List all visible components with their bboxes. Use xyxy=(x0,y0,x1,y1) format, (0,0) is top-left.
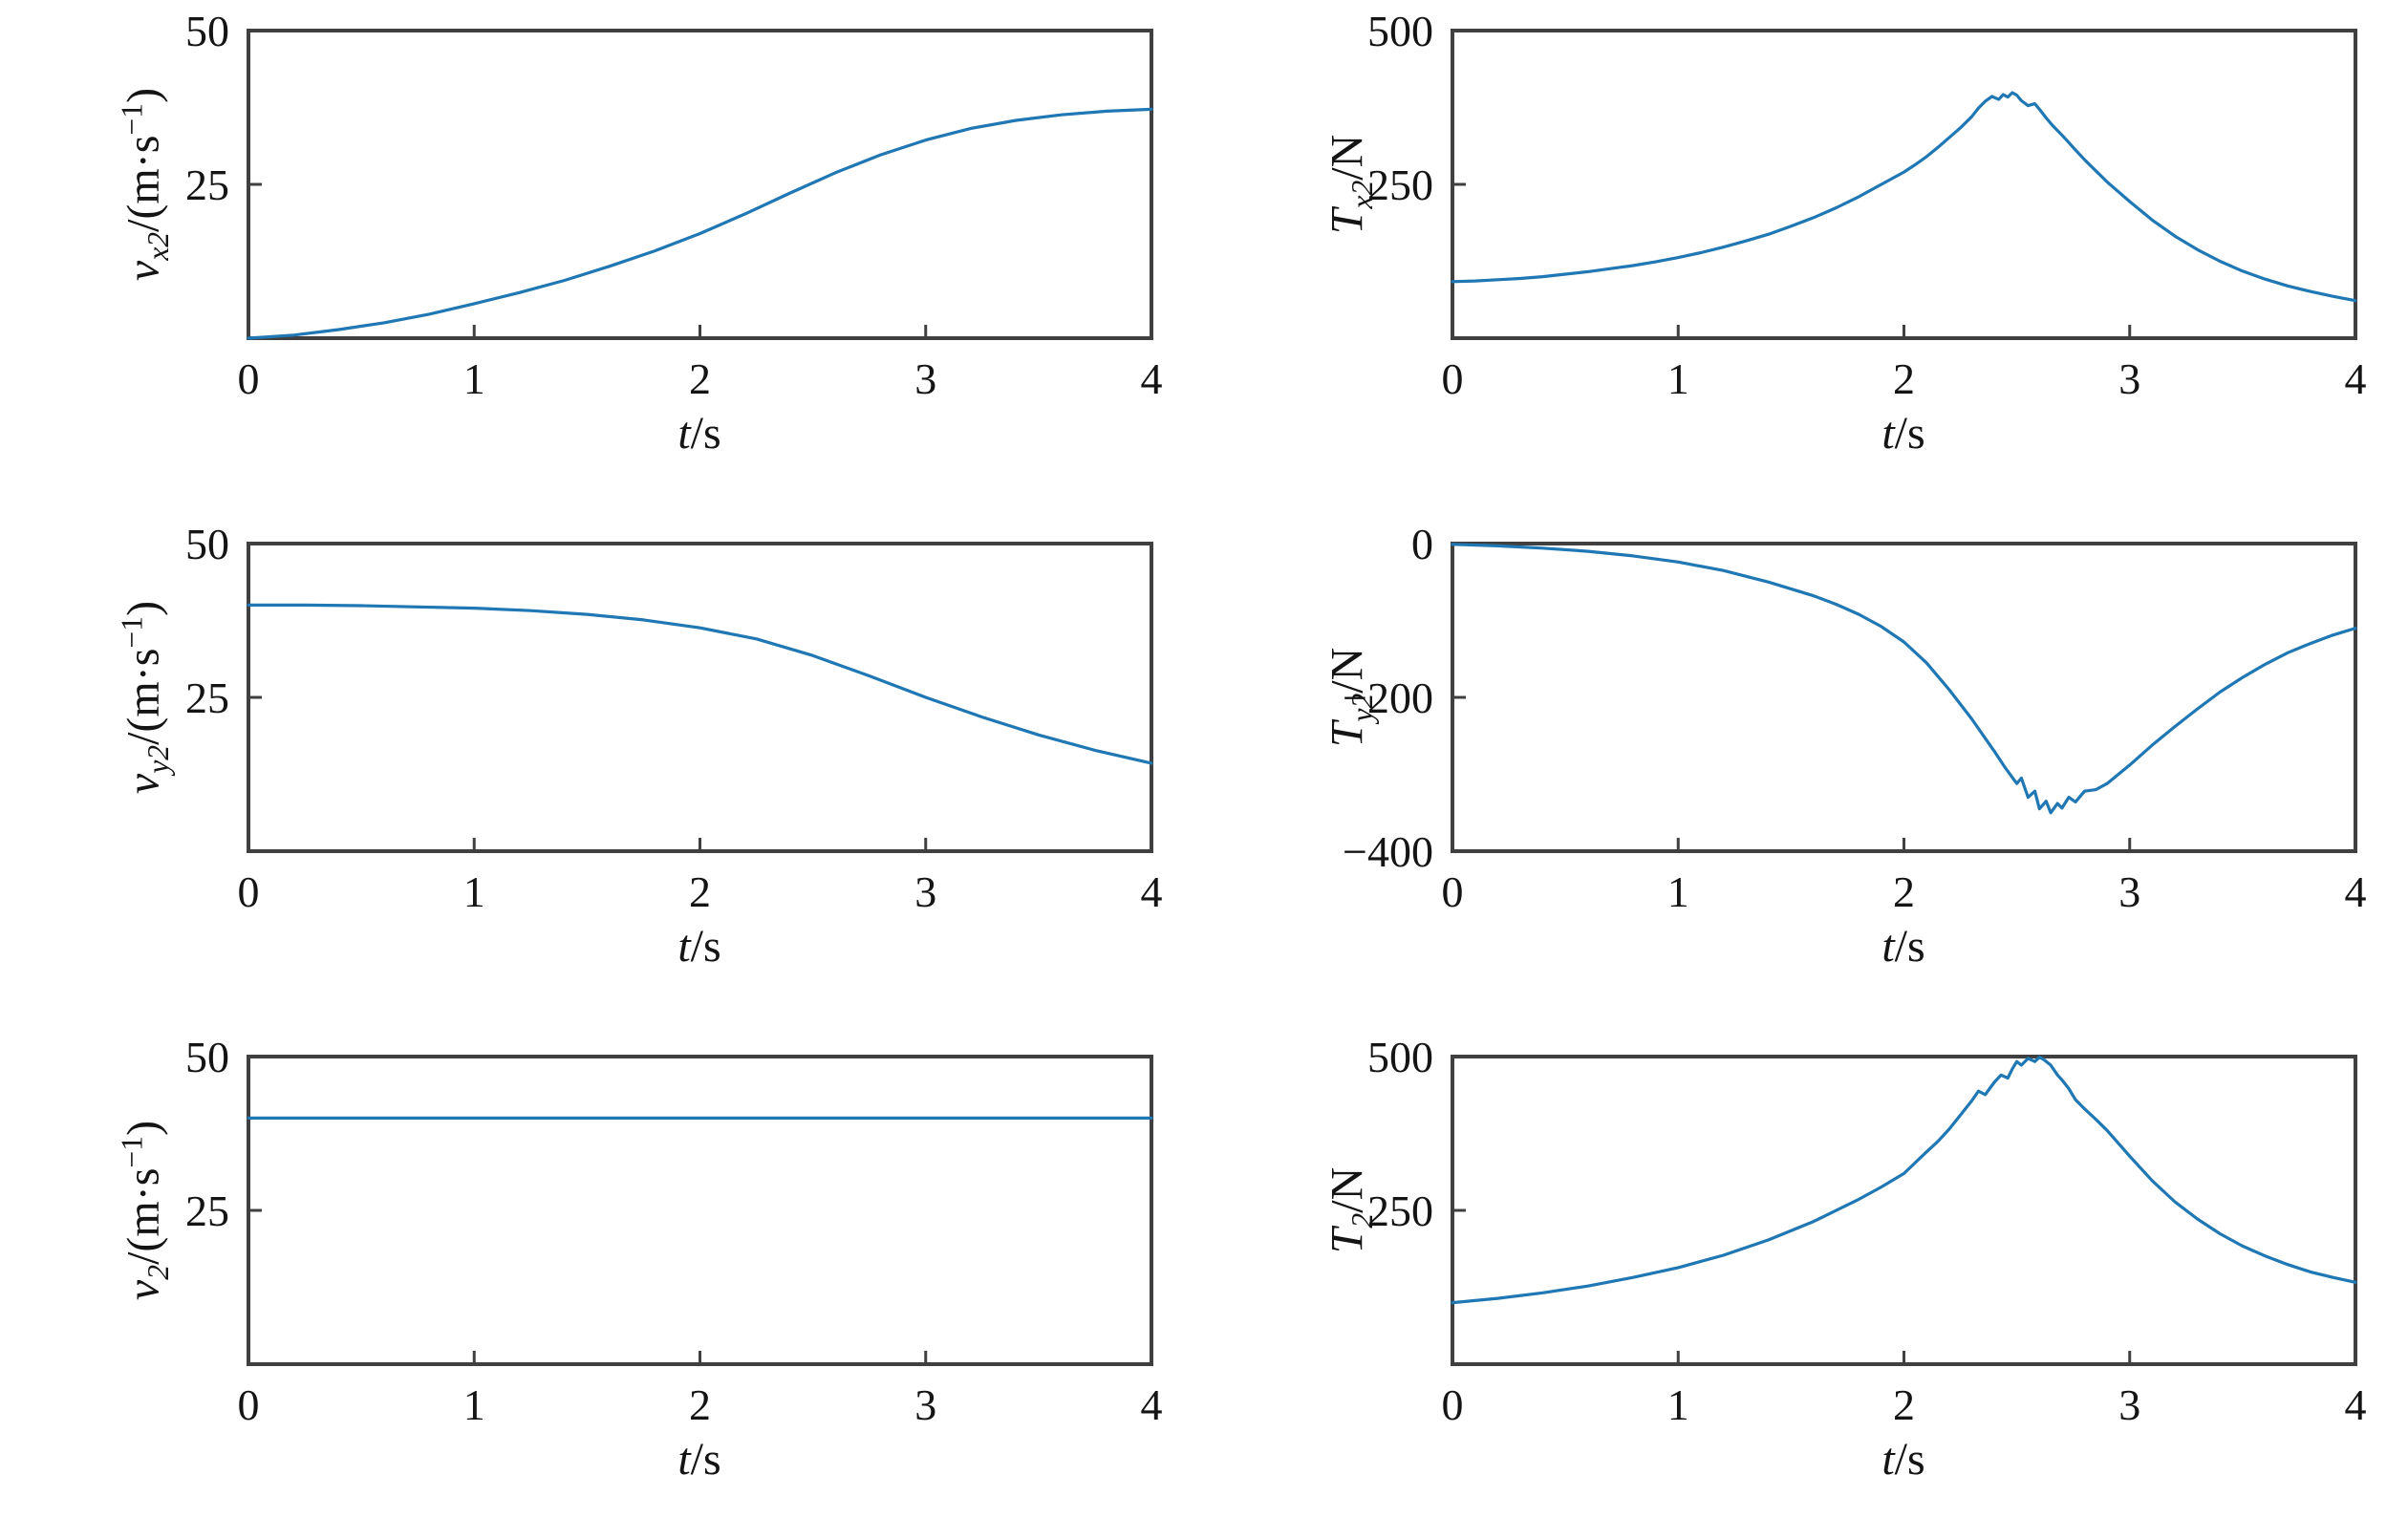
chart-Tx2-panel: Tx2/N 0 1 2 3 4 250 500 t/s xyxy=(1204,0,2408,513)
y-axis-variable: T xyxy=(1322,721,1373,748)
svg-text:2: 2 xyxy=(689,354,711,403)
svg-text:−200: −200 xyxy=(1343,673,1433,722)
x-axis-label-Tx2: t/s xyxy=(1881,411,1924,457)
svg-text:2: 2 xyxy=(689,1380,711,1429)
svg-text:0: 0 xyxy=(1442,867,1464,916)
svg-text:1: 1 xyxy=(463,354,485,403)
chart-Ty2-panel: Ty2/N 0 1 2 3 4 −400 −200 0 t/s xyxy=(1204,513,2408,1026)
svg-text:0: 0 xyxy=(1411,520,1433,568)
chart-vx2-panel: vx2/(m·s−1) 0 1 2 3 4 25 50 t/s xyxy=(0,0,1204,513)
svg-text:3: 3 xyxy=(914,1380,936,1429)
svg-text:2: 2 xyxy=(1893,1380,1915,1429)
svg-text:250: 250 xyxy=(1367,160,1433,209)
y-axis-subscript: 2 xyxy=(140,1264,175,1280)
svg-text:500: 500 xyxy=(1367,1033,1433,1081)
y-axis-variable: T xyxy=(1322,208,1373,235)
x-axis-variable: t xyxy=(1881,408,1895,459)
y-axis-unit-exponent: −1 xyxy=(115,102,149,136)
svg-text:0: 0 xyxy=(238,1380,260,1429)
svg-text:4: 4 xyxy=(1141,354,1163,403)
svg-text:−400: −400 xyxy=(1343,827,1433,876)
y-axis-unit-close: ) xyxy=(118,87,169,103)
x-axis-label-vx2: t/s xyxy=(677,411,720,457)
v2-line-chart: 0 1 2 3 4 25 50 xyxy=(185,1033,1163,1429)
y-axis-unit: /(m·s xyxy=(118,1167,169,1265)
x-axis-label-T2: t/s xyxy=(1881,1437,1924,1483)
T2-line-chart: 0 1 2 3 4 250 500 xyxy=(1367,1033,2367,1429)
svg-text:1: 1 xyxy=(1667,354,1689,403)
svg-text:4: 4 xyxy=(1141,867,1163,916)
y-axis-label-vy2: vy2/(m·s−1) xyxy=(115,600,175,795)
vx2-line-chart: 0 1 2 3 4 25 50 xyxy=(185,7,1163,403)
svg-text:2: 2 xyxy=(689,867,711,916)
y-axis-unit: /(m·s xyxy=(118,135,169,232)
svg-text:2: 2 xyxy=(1893,867,1915,916)
x-axis-label-v2: t/s xyxy=(677,1437,720,1483)
svg-text:1: 1 xyxy=(1667,867,1689,916)
svg-text:1: 1 xyxy=(1667,1380,1689,1429)
x-axis-label-Ty2: t/s xyxy=(1881,924,1924,970)
svg-text:4: 4 xyxy=(2345,354,2367,403)
y-axis-subscript: x2 xyxy=(140,231,175,261)
y-axis-unit-close: ) xyxy=(118,1120,169,1136)
x-axis-unit: /s xyxy=(1894,921,1925,972)
svg-text:4: 4 xyxy=(2345,867,2367,916)
x-axis-variable: t xyxy=(677,1434,691,1485)
vy2-line-chart: 0 1 2 3 4 25 50 xyxy=(185,520,1163,916)
y-axis-unit-exponent: −1 xyxy=(115,1135,149,1168)
svg-text:3: 3 xyxy=(914,867,936,916)
svg-text:25: 25 xyxy=(185,160,229,209)
svg-text:3: 3 xyxy=(2118,1380,2140,1429)
y-axis-variable: v xyxy=(118,1279,169,1301)
y-axis-variable: v xyxy=(118,260,169,282)
y-axis-label-v2: v2/(m·s−1) xyxy=(115,1120,175,1301)
svg-text:0: 0 xyxy=(238,867,260,916)
x-axis-label-vy2: t/s xyxy=(677,924,720,970)
svg-text:2: 2 xyxy=(1893,354,1915,403)
svg-text:50: 50 xyxy=(185,520,229,568)
svg-text:1: 1 xyxy=(463,1380,485,1429)
svg-text:50: 50 xyxy=(185,1033,229,1081)
y-axis-variable: v xyxy=(118,773,169,795)
x-axis-unit: /s xyxy=(690,1434,721,1485)
y-axis-subscript: y2 xyxy=(140,744,175,774)
y-axis-unit: /(m·s xyxy=(118,648,169,745)
x-axis-unit: /s xyxy=(1894,408,1925,459)
x-axis-variable: t xyxy=(1881,1434,1895,1485)
chart-v2-panel: v2/(m·s−1) 0 1 2 3 4 25 50 t/s xyxy=(0,1026,1204,1539)
svg-text:3: 3 xyxy=(2118,867,2140,916)
y-axis-unit-exponent: −1 xyxy=(115,615,149,649)
x-axis-variable: t xyxy=(677,921,691,972)
svg-text:4: 4 xyxy=(1141,1380,1163,1429)
svg-text:3: 3 xyxy=(914,354,936,403)
svg-text:1: 1 xyxy=(463,867,485,916)
svg-text:4: 4 xyxy=(2345,1380,2367,1429)
x-axis-unit: /s xyxy=(690,921,721,972)
y-axis-variable: T xyxy=(1322,1228,1373,1254)
chart-T2-panel: T 2/N 0 1 2 3 4 250 500 t/s xyxy=(1204,1026,2408,1539)
x-axis-variable: t xyxy=(1881,921,1895,972)
y-axis-unit: /N xyxy=(1322,1166,1373,1213)
svg-text:25: 25 xyxy=(185,1186,229,1235)
x-axis-variable: t xyxy=(677,408,691,459)
y-axis-label-vx2: vx2/(m·s−1) xyxy=(115,87,175,282)
x-axis-unit: /s xyxy=(1894,1434,1925,1485)
svg-text:0: 0 xyxy=(1442,354,1464,403)
y-axis-unit-close: ) xyxy=(118,600,169,616)
y-axis-unit: /N xyxy=(1322,134,1373,181)
svg-text:0: 0 xyxy=(1442,1380,1464,1429)
svg-text:25: 25 xyxy=(185,673,229,722)
svg-text:0: 0 xyxy=(238,354,260,403)
x-axis-unit: /s xyxy=(690,408,721,459)
chart-vy2-panel: vy2/(m·s−1) 0 1 2 3 4 25 50 t/s xyxy=(0,513,1204,1026)
Ty2-line-chart: 0 1 2 3 4 −400 −200 0 xyxy=(1343,520,2366,916)
svg-text:50: 50 xyxy=(185,7,229,55)
svg-text:250: 250 xyxy=(1367,1186,1433,1235)
svg-text:500: 500 xyxy=(1367,7,1433,55)
svg-text:3: 3 xyxy=(2118,354,2140,403)
Tx2-line-chart: 0 1 2 3 4 250 500 xyxy=(1367,7,2367,403)
